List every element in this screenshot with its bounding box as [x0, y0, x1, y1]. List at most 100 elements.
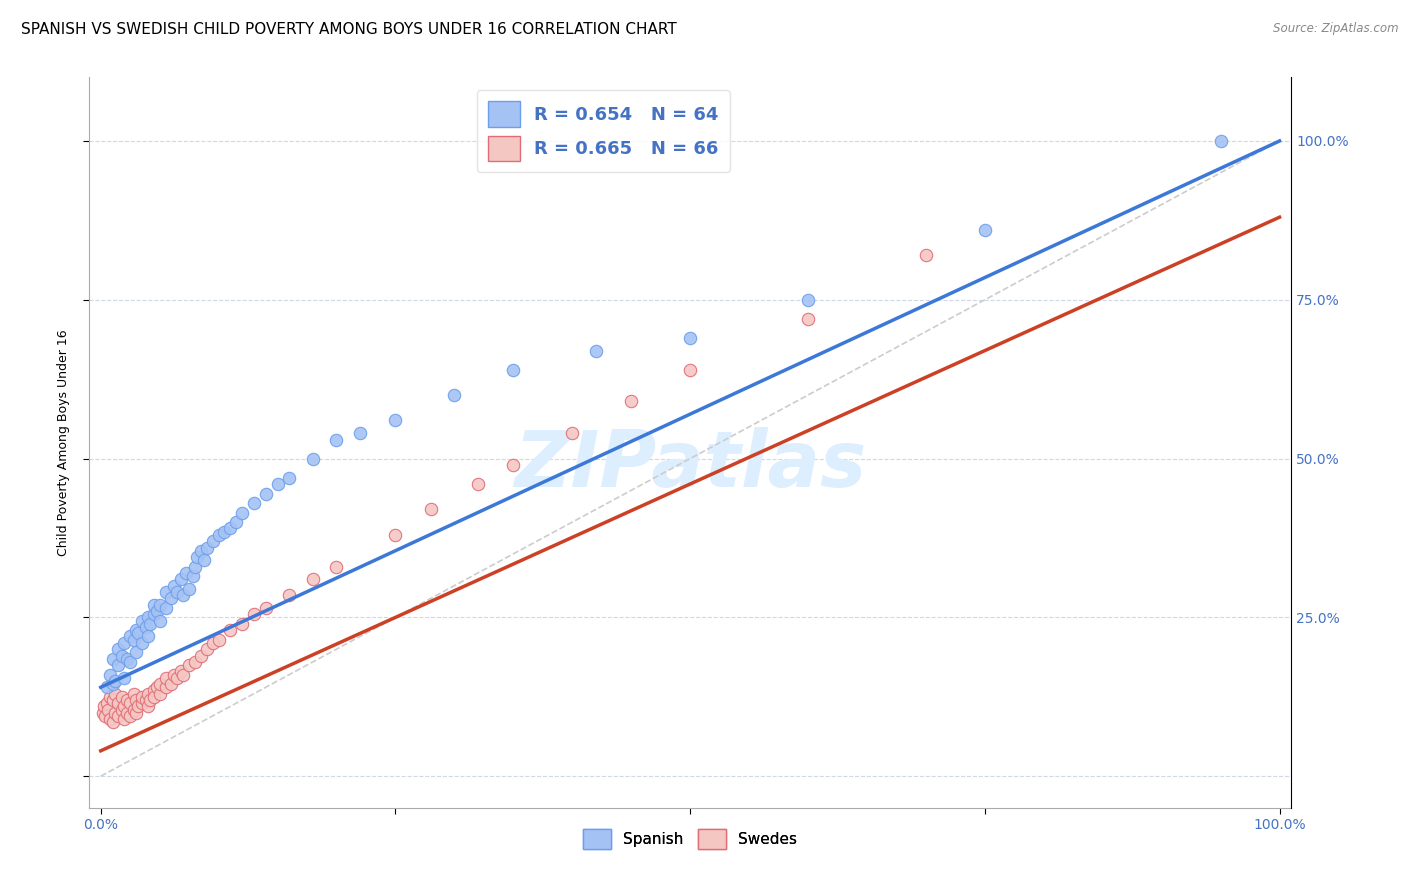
Point [679, 362, 702, 376]
Point [193, 553, 215, 567]
Point [155, 671, 177, 685]
Point [195, 541, 218, 555]
Point [174, 566, 197, 580]
Point [111, 702, 134, 716]
Point [163, 667, 186, 681]
Point [973, 223, 995, 237]
Point [134, 620, 156, 634]
Y-axis label: Child Poverty Among Boys Under 16: Child Poverty Among Boys Under 16 [58, 329, 70, 556]
Point [115, 693, 138, 707]
Point [101, 677, 124, 691]
Point [219, 521, 242, 535]
Point [98, 712, 121, 726]
Point [172, 667, 194, 681]
Point [502, 458, 524, 472]
Point [107, 709, 129, 723]
Point [190, 543, 212, 558]
Point [201, 636, 224, 650]
Point [94, 709, 117, 723]
Point [207, 528, 229, 542]
Point [190, 648, 212, 663]
Point [170, 572, 193, 586]
Point [166, 585, 188, 599]
Point [122, 687, 145, 701]
Point [131, 614, 153, 628]
Point [112, 671, 135, 685]
Point [325, 559, 347, 574]
Point [163, 579, 186, 593]
Point [146, 680, 169, 694]
Point [181, 569, 204, 583]
Point [243, 496, 266, 510]
Text: ZIPatlas: ZIPatlas [515, 426, 866, 502]
Point [112, 636, 135, 650]
Point [125, 623, 148, 637]
Point [170, 665, 193, 679]
Point [797, 293, 820, 307]
Point [111, 648, 134, 663]
Point [419, 502, 441, 516]
Point [254, 486, 277, 500]
Point [96, 696, 118, 710]
Point [112, 712, 135, 726]
Point [620, 394, 643, 409]
Point [125, 645, 148, 659]
Point [155, 585, 177, 599]
Point [125, 706, 148, 720]
Point [155, 680, 177, 694]
Point [142, 598, 165, 612]
Point [131, 696, 153, 710]
Point [585, 343, 607, 358]
Point [139, 693, 162, 707]
Text: SPANISH VS SWEDISH CHILD POVERTY AMONG BOYS UNDER 16 CORRELATION CHART: SPANISH VS SWEDISH CHILD POVERTY AMONG B… [21, 22, 676, 37]
Point [166, 671, 188, 685]
Point [179, 582, 201, 596]
Point [443, 388, 465, 402]
Point [142, 690, 165, 704]
Text: Source: ZipAtlas.com: Source: ZipAtlas.com [1274, 22, 1399, 36]
Point [231, 506, 253, 520]
Point [278, 470, 301, 484]
Point [97, 702, 120, 716]
Point [214, 524, 236, 539]
Point [107, 696, 129, 710]
Point [149, 687, 172, 701]
Point [136, 699, 159, 714]
Point [101, 715, 124, 730]
Point [325, 433, 347, 447]
Point [302, 451, 325, 466]
Point [107, 642, 129, 657]
Point [104, 673, 127, 688]
Point [115, 651, 138, 665]
Point [384, 413, 406, 427]
Point [122, 702, 145, 716]
Point [1209, 134, 1232, 148]
Point [142, 607, 165, 622]
Point [120, 630, 142, 644]
Point [349, 426, 371, 441]
Point [127, 626, 149, 640]
Point [679, 331, 702, 345]
Point [302, 572, 325, 586]
Point [561, 426, 583, 441]
Point [467, 477, 489, 491]
Point [254, 600, 277, 615]
Point [797, 311, 820, 326]
Point [207, 632, 229, 647]
Point [131, 690, 153, 704]
Point [115, 706, 138, 720]
Legend: Spanish, Swedes: Spanish, Swedes [576, 823, 803, 855]
Point [243, 607, 266, 622]
Point [120, 709, 142, 723]
Point [91, 706, 114, 720]
Point [160, 677, 183, 691]
Point [136, 630, 159, 644]
Point [127, 699, 149, 714]
Point [201, 534, 224, 549]
Point [184, 559, 207, 574]
Point [131, 636, 153, 650]
Point [136, 687, 159, 701]
Point [155, 600, 177, 615]
Point [101, 651, 124, 665]
Point [384, 528, 406, 542]
